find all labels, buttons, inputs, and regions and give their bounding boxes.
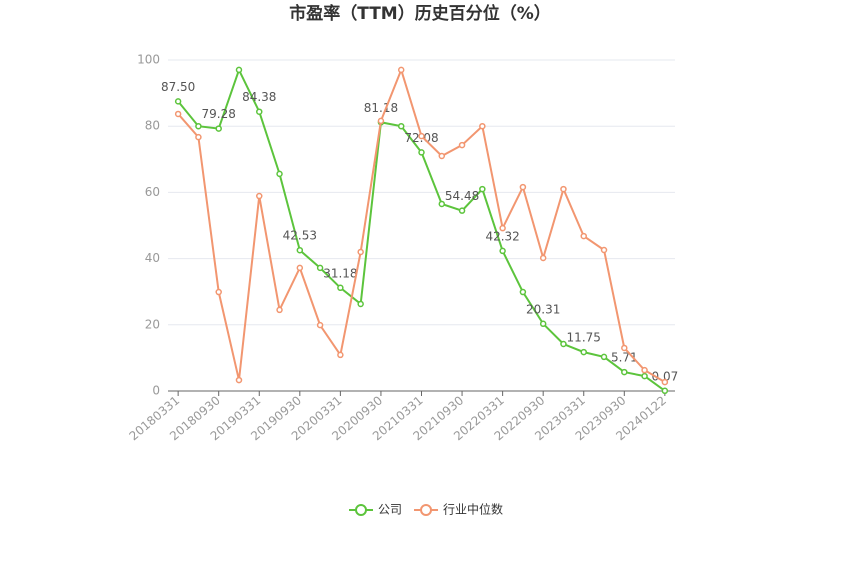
point [256,108,263,115]
point [621,344,628,352]
point [580,348,587,356]
point [418,132,425,140]
y-tick-label: 0 [152,384,160,398]
chart-title: 市盈率（TTM）历史百分位（%） [289,3,551,24]
value-label: 11.75 [567,331,601,345]
point [438,152,446,160]
point [235,66,243,74]
legend-marker [355,504,367,516]
value-label: 31.18 [323,266,357,280]
value-label: 81.18 [364,101,398,115]
point [276,306,283,314]
value-label: 87.50 [161,80,195,94]
point [256,192,263,200]
point [397,122,405,130]
point [621,368,628,376]
point [539,254,547,262]
value-label: 79.28 [202,107,236,121]
point [458,141,466,149]
point [560,340,567,348]
point [438,200,446,208]
point [296,246,304,254]
point [479,185,486,193]
y-tick-label: 20 [145,317,160,331]
point [458,207,466,214]
point [337,351,344,359]
point [499,247,506,255]
point [276,170,283,178]
point [519,183,527,191]
point [215,125,222,132]
value-label: 54.48 [445,189,479,203]
y-tick-label: 80 [145,119,160,133]
point [296,264,304,272]
point [600,353,608,361]
point [377,117,385,125]
point [195,122,202,130]
point [499,224,506,232]
point [215,288,222,296]
y-tick-label: 60 [145,185,160,199]
y-tick-label: 100 [137,53,160,67]
y-tick-label: 40 [145,251,160,265]
point [337,284,344,292]
value-label: 0.07 [652,369,679,383]
legend-marker [420,504,433,516]
point [235,376,243,384]
point [174,110,182,118]
point [397,66,405,74]
point [661,378,669,386]
value-label: 84.38 [242,90,276,104]
point [316,321,324,329]
point [316,264,324,272]
point [539,320,547,328]
point [418,149,425,156]
point [580,232,587,240]
value-label: 42.32 [485,229,519,243]
point [600,246,608,254]
point [195,133,202,141]
point [641,372,648,380]
legend-label: 行业中位数 [443,502,503,517]
point [661,387,669,395]
point [641,366,648,374]
point [174,98,182,105]
point [357,248,364,256]
point [519,288,527,296]
point [560,185,567,193]
legend-label: 公司 [378,503,402,517]
point [357,300,364,308]
point [479,122,486,130]
value-label: 20.31 [526,302,560,316]
value-label: 42.53 [283,229,317,243]
